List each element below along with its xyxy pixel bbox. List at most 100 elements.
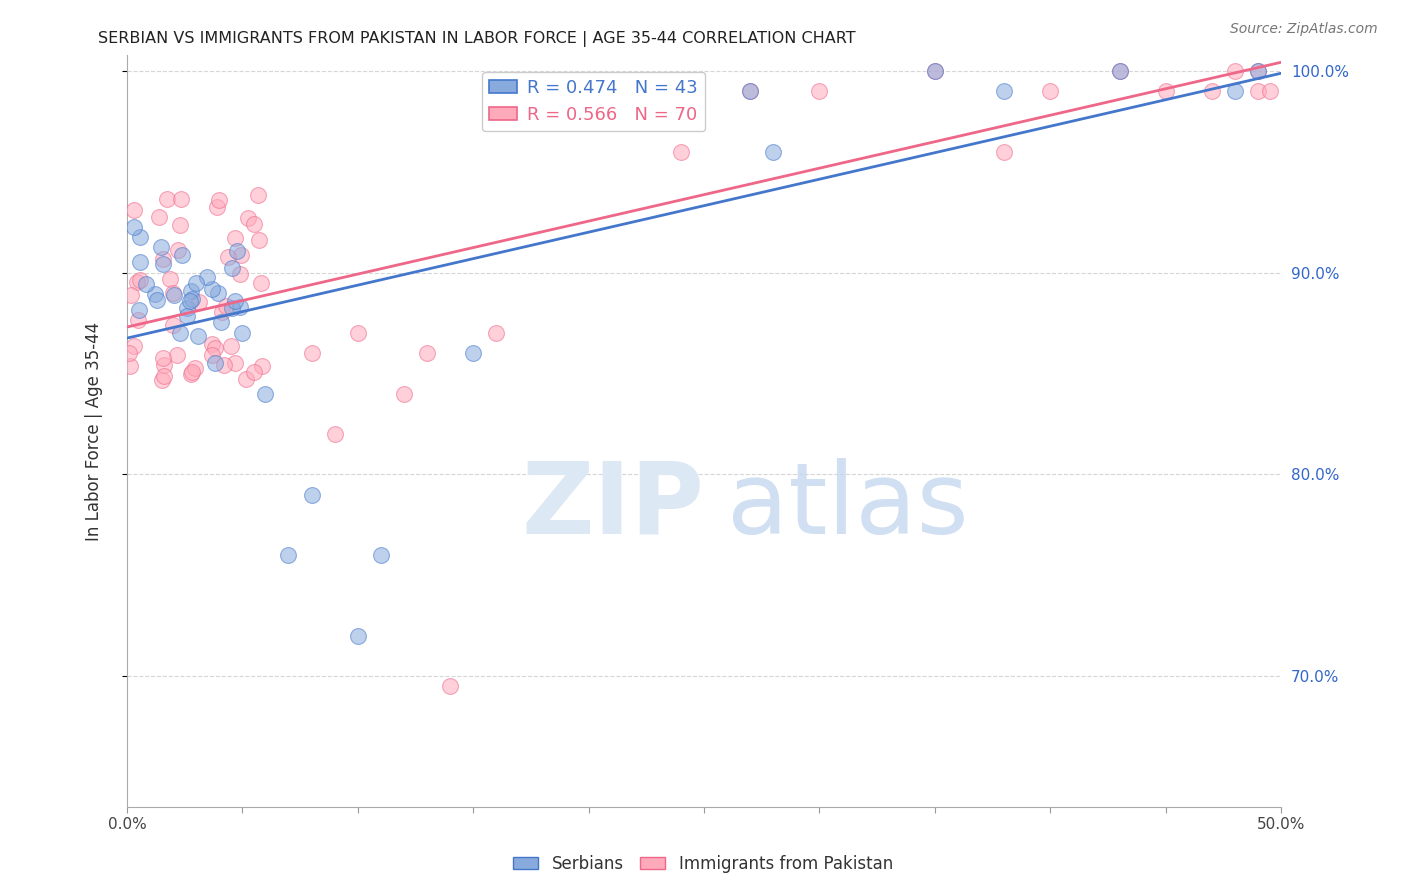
Point (463, 346, 485, 360)
Point (238, 211, 260, 225)
Point (200, 348, 222, 362)
Point (195, 270, 218, 285)
Point (122, 339, 145, 353)
Y-axis label: In Labor Force | Age 35-44: In Labor Force | Age 35-44 (86, 321, 103, 541)
Point (370, 548, 392, 562)
Point (135, 277, 157, 292)
Point (128, 303, 150, 318)
Point (169, 218, 191, 232)
Point (323, 427, 346, 442)
Point (762, 145, 785, 159)
Point (152, 257, 174, 271)
Point (201, 337, 224, 351)
Point (120, 359, 142, 374)
Point (186, 276, 208, 290)
Point (207, 194, 229, 208)
Point (180, 365, 202, 379)
Point (167, 244, 190, 258)
Point (235, 372, 257, 386)
Point (187, 329, 209, 343)
Point (277, 548, 299, 562)
Point (669, 145, 692, 159)
Point (247, 234, 270, 248)
Point (152, 351, 174, 366)
Point (993, 145, 1015, 159)
Point (249, 277, 271, 291)
Point (740, 84, 762, 98)
Point (224, 356, 246, 370)
Point (1223, 84, 1246, 98)
Point (211, 305, 233, 319)
Point (623, 84, 645, 98)
Point (416, 346, 439, 360)
Point (224, 294, 246, 309)
Legend: R = 0.474   N = 43, R = 0.566   N = 70: R = 0.474 N = 43, R = 0.566 N = 70 (482, 71, 706, 131)
Point (179, 293, 201, 308)
Point (156, 192, 179, 206)
Point (1154, 84, 1177, 98)
Point (187, 295, 209, 310)
Point (122, 202, 145, 217)
Point (204, 356, 226, 370)
Point (176, 301, 198, 316)
Point (808, 84, 831, 98)
Point (1108, 64, 1130, 78)
Point (146, 293, 169, 307)
Point (392, 386, 415, 401)
Point (217, 250, 239, 264)
Point (229, 267, 252, 281)
Point (183, 360, 205, 375)
Point (740, 84, 762, 98)
Point (439, 679, 461, 693)
Point (201, 282, 224, 296)
Point (127, 313, 149, 327)
Point (243, 365, 266, 379)
Point (181, 292, 204, 306)
Point (150, 373, 173, 387)
Text: ZIP: ZIP (522, 458, 704, 555)
Point (162, 318, 184, 333)
Point (170, 248, 193, 262)
Point (301, 346, 323, 360)
Point (207, 285, 229, 300)
Point (231, 326, 253, 341)
Point (120, 288, 142, 302)
Point (162, 286, 184, 301)
Point (166, 348, 188, 362)
Point (221, 301, 243, 315)
Point (1223, 64, 1246, 78)
Point (993, 84, 1015, 98)
Point (231, 248, 253, 262)
Text: atlas: atlas (727, 458, 969, 555)
Point (346, 629, 368, 643)
Point (205, 200, 228, 214)
Point (1201, 84, 1223, 98)
Point (247, 188, 270, 202)
Point (485, 326, 508, 341)
Point (578, 84, 600, 98)
Point (163, 288, 186, 302)
Point (159, 272, 181, 286)
Point (169, 326, 191, 340)
Point (221, 260, 243, 275)
Point (1247, 64, 1270, 78)
Point (170, 192, 193, 206)
Point (204, 341, 226, 355)
Point (180, 367, 202, 381)
Point (1247, 64, 1270, 78)
Point (118, 346, 141, 360)
Point (129, 255, 152, 269)
Point (229, 300, 252, 314)
Point (180, 285, 202, 299)
Point (209, 315, 232, 329)
Point (148, 211, 170, 225)
Point (346, 326, 368, 341)
Point (127, 275, 149, 289)
Point (219, 339, 242, 353)
Legend: Serbians, Immigrants from Pakistan: Serbians, Immigrants from Pakistan (506, 848, 900, 880)
Point (254, 386, 277, 401)
Point (128, 230, 150, 244)
Point (224, 231, 246, 245)
Point (150, 240, 173, 254)
Point (1108, 64, 1130, 78)
